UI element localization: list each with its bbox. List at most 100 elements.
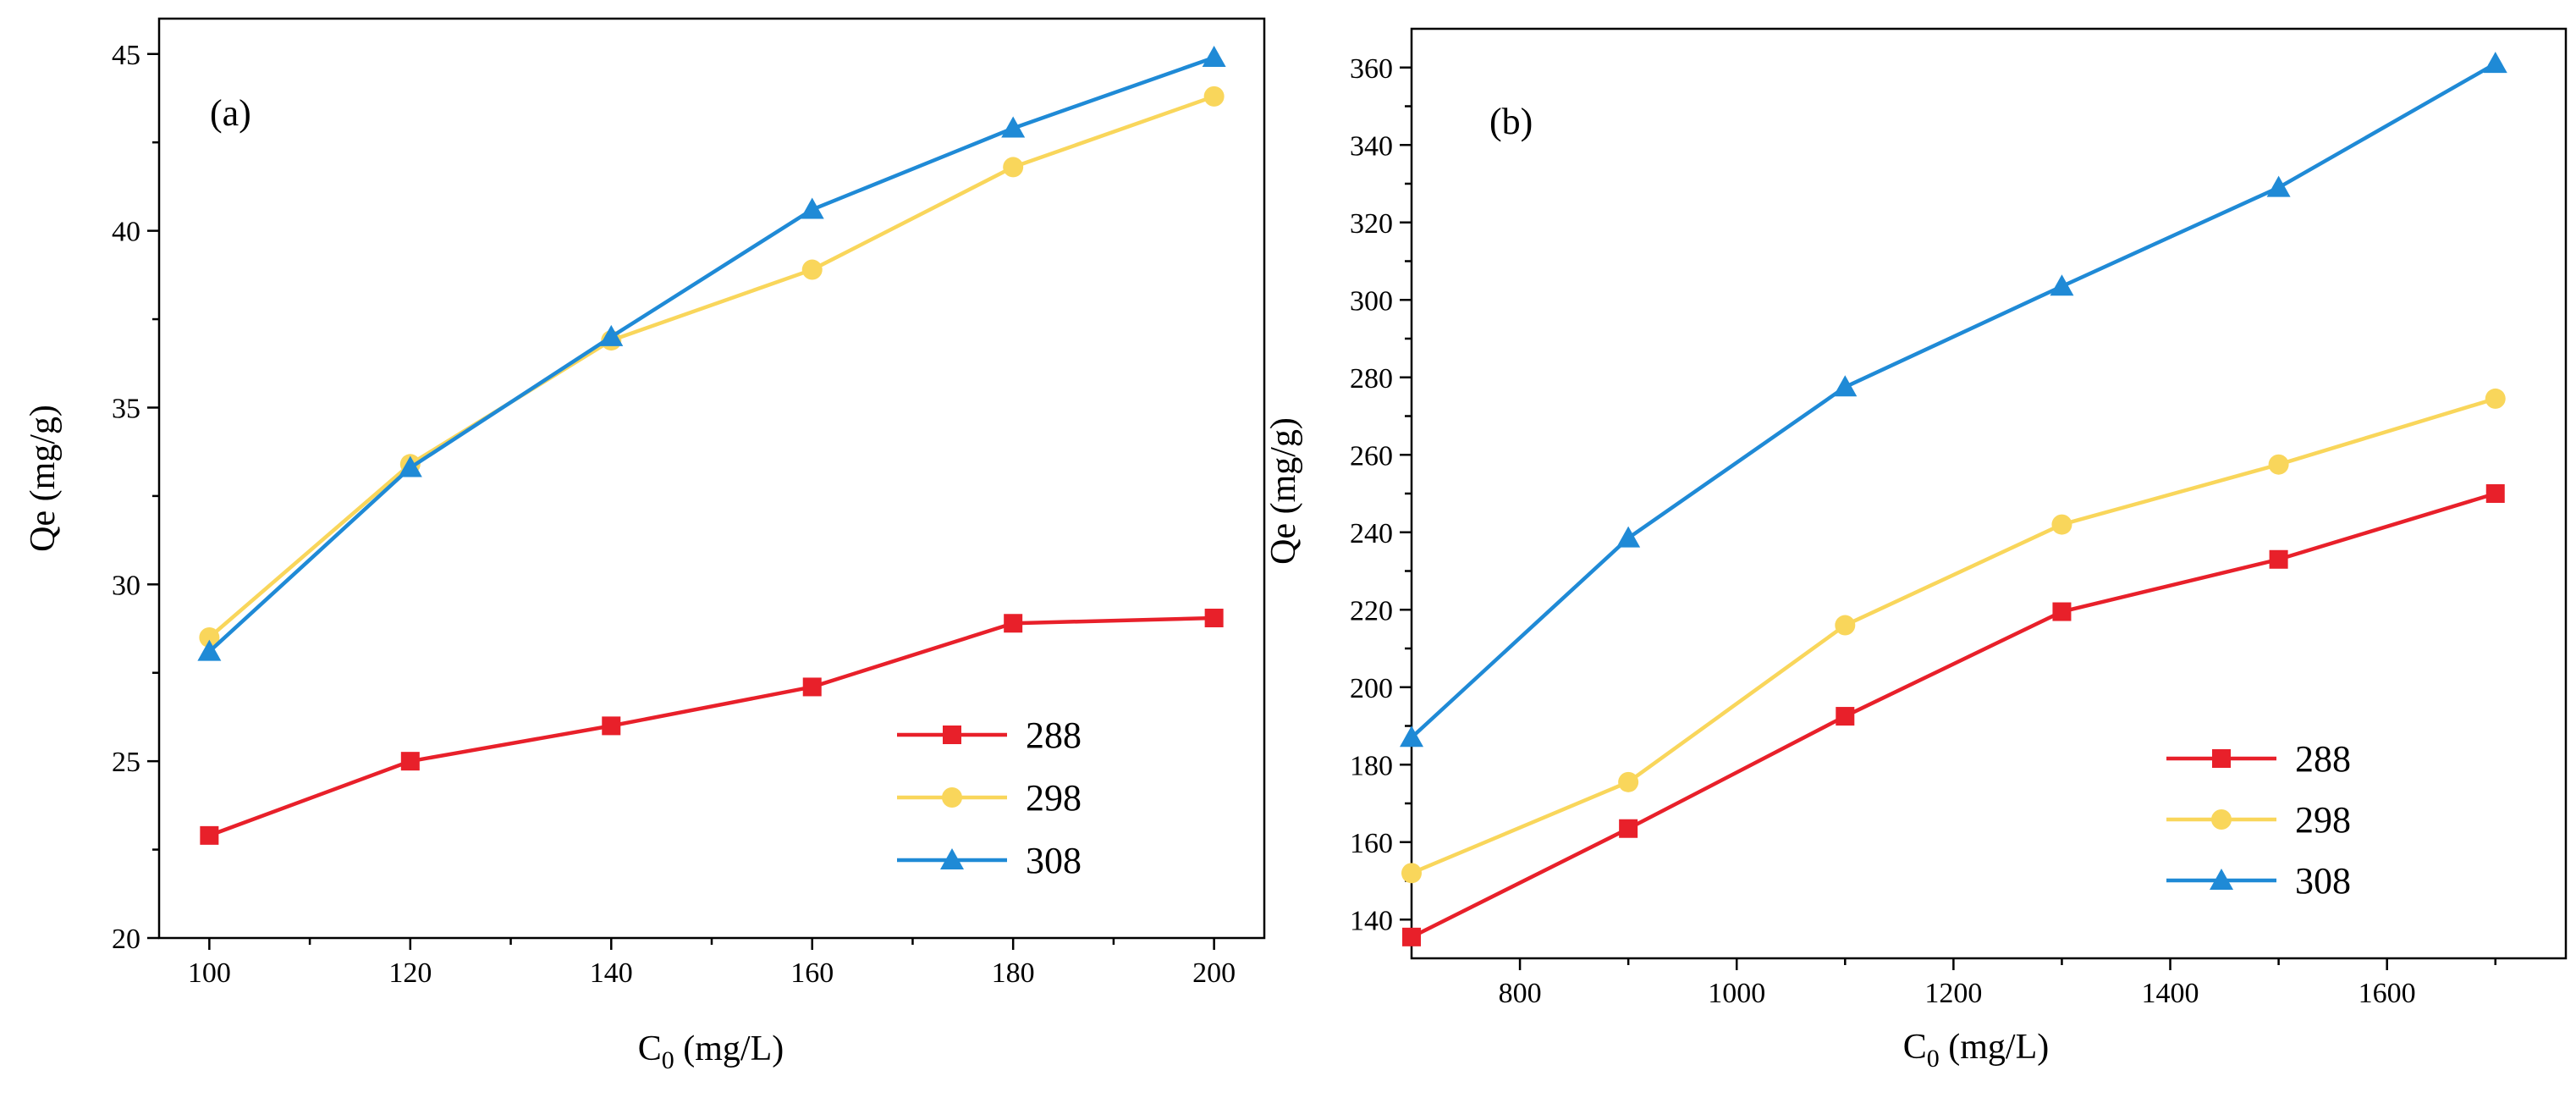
- x-axis-label: C0 (mg/L): [1903, 1028, 2049, 1073]
- data-point-288: [1004, 614, 1023, 633]
- y-tick-label: 140: [1350, 905, 1393, 936]
- x-tick-label: 140: [590, 957, 633, 989]
- data-point-288: [400, 752, 420, 771]
- x-axis-label: C0 (mg/L): [638, 1029, 784, 1074]
- panel-label: (a): [210, 92, 251, 134]
- y-tick-label: 35: [112, 393, 140, 424]
- y-tick-label: 45: [112, 40, 140, 71]
- data-point-298: [199, 626, 220, 648]
- data-point-298: [1835, 615, 1856, 636]
- legend-marker: [2211, 809, 2232, 830]
- series-line-288: [208, 615, 1214, 837]
- legend-item-298: 298: [897, 777, 1082, 819]
- chart-panel-b: 800 1000 1200 1400 1600 140 160 180 200 220 240 26…: [1264, 27, 2568, 1073]
- data-point-288: [2269, 549, 2288, 569]
- legend-label: 298: [2295, 799, 2351, 841]
- data-point-298: [1003, 157, 1024, 178]
- data-point-298: [1618, 771, 1639, 792]
- legend: 288 298 308: [2166, 738, 2351, 902]
- data-point-288: [602, 716, 621, 736]
- data-point-298: [2051, 514, 2072, 535]
- x-axis-label-main: C: [638, 1029, 662, 1068]
- y-tick-label: 260: [1350, 440, 1393, 472]
- x-tick-label: 1000: [1708, 978, 1765, 1009]
- plot-frame: [157, 17, 1266, 940]
- panel-label: (b): [1489, 101, 1533, 142]
- data-point-308: [1833, 375, 1858, 397]
- data-point-288: [1204, 608, 1224, 627]
- x-tick-label: 200: [1192, 957, 1236, 989]
- data-point-298: [2268, 454, 2289, 475]
- legend-label: 288: [2295, 738, 2351, 780]
- x-axis-label-subscript: 0: [1927, 1045, 1940, 1073]
- x-axis-label-subscript: 0: [662, 1046, 674, 1074]
- legend-marker: [943, 726, 961, 744]
- data-point-288: [1836, 707, 1855, 726]
- data-point-308: [1616, 526, 1641, 548]
- y-tick-label: 340: [1350, 130, 1393, 162]
- series-line-308: [207, 55, 1215, 654]
- data-point-288: [2052, 602, 2072, 621]
- data-point-298: [1401, 863, 1422, 884]
- data-point-298: [801, 259, 823, 280]
- x-tick-label: 800: [1499, 978, 1542, 1009]
- data-point-288: [802, 677, 822, 697]
- y-tick-label: 360: [1350, 53, 1393, 85]
- data-point-308: [2483, 52, 2507, 74]
- x-tick-label: 1200: [1924, 978, 1982, 1009]
- series-line-298: [207, 94, 1215, 639]
- y-tick-label: 320: [1350, 208, 1393, 240]
- data-point-288: [1402, 927, 1421, 946]
- x-axis-label-main: C: [1903, 1028, 1927, 1067]
- data-point-308: [197, 639, 222, 661]
- legend-item-308: 308: [897, 840, 1082, 881]
- x-tick-label: 1600: [2359, 978, 2416, 1009]
- legend-item-298: 298: [2166, 799, 2351, 841]
- data-point-288: [200, 825, 219, 845]
- legend-marker: [942, 787, 962, 808]
- data-point-308: [599, 324, 624, 346]
- plot-frame: [1410, 27, 2568, 960]
- y-tick-label: 40: [112, 217, 140, 248]
- y-tick-label: 180: [1350, 750, 1393, 781]
- data-point-308: [398, 455, 422, 477]
- x-tick-label: 180: [992, 957, 1035, 989]
- data-point-298: [2485, 388, 2506, 409]
- data-point-308: [1001, 116, 1026, 138]
- legend-label: 298: [1026, 777, 1082, 819]
- data-point-288: [1619, 819, 1638, 838]
- data-point-308: [1400, 726, 1423, 748]
- y-tick-label: 160: [1350, 828, 1393, 859]
- data-point-288: [2485, 484, 2505, 503]
- series-line-288: [1410, 491, 2496, 939]
- data-point-308: [800, 197, 824, 219]
- y-tick-label: 20: [112, 924, 140, 955]
- chart-panel-a: 100 120 140 160 180 200 20 25 30 35 40 45 (a) Qe (…: [24, 17, 1266, 1074]
- legend-label: 288: [1026, 715, 1082, 756]
- legend-label: 308: [1026, 840, 1082, 881]
- legend: 288 298 308: [897, 715, 1082, 881]
- data-point-298: [1203, 86, 1225, 107]
- y-axis-label: Qe (mg/g): [24, 405, 63, 552]
- y-axis-label: Qe (mg/g): [1264, 417, 1303, 565]
- series-line-298: [1411, 396, 2496, 875]
- y-tick-label: 280: [1350, 363, 1393, 395]
- x-tick-label: 1400: [2142, 978, 2199, 1009]
- y-tick-label: 25: [112, 747, 140, 778]
- y-tick-label: 30: [112, 570, 140, 601]
- y-tick-label: 200: [1350, 673, 1393, 704]
- data-point-308: [2050, 274, 2074, 296]
- x-tick-label: 100: [188, 957, 231, 989]
- legend-item-308: 308: [2166, 860, 2351, 902]
- y-tick-label: 220: [1350, 595, 1393, 626]
- legend-item-288: 288: [2166, 738, 2351, 780]
- x-tick-label: 160: [790, 957, 834, 989]
- legend-marker: [2210, 869, 2233, 890]
- legend-marker: [940, 848, 964, 869]
- x-axis-label-unit: (mg/L): [1940, 1028, 2049, 1067]
- x-axis-label-unit: (mg/L): [674, 1029, 784, 1068]
- x-tick-label: 120: [388, 957, 432, 989]
- legend-label: 308: [2295, 860, 2351, 902]
- data-point-308: [2266, 175, 2291, 197]
